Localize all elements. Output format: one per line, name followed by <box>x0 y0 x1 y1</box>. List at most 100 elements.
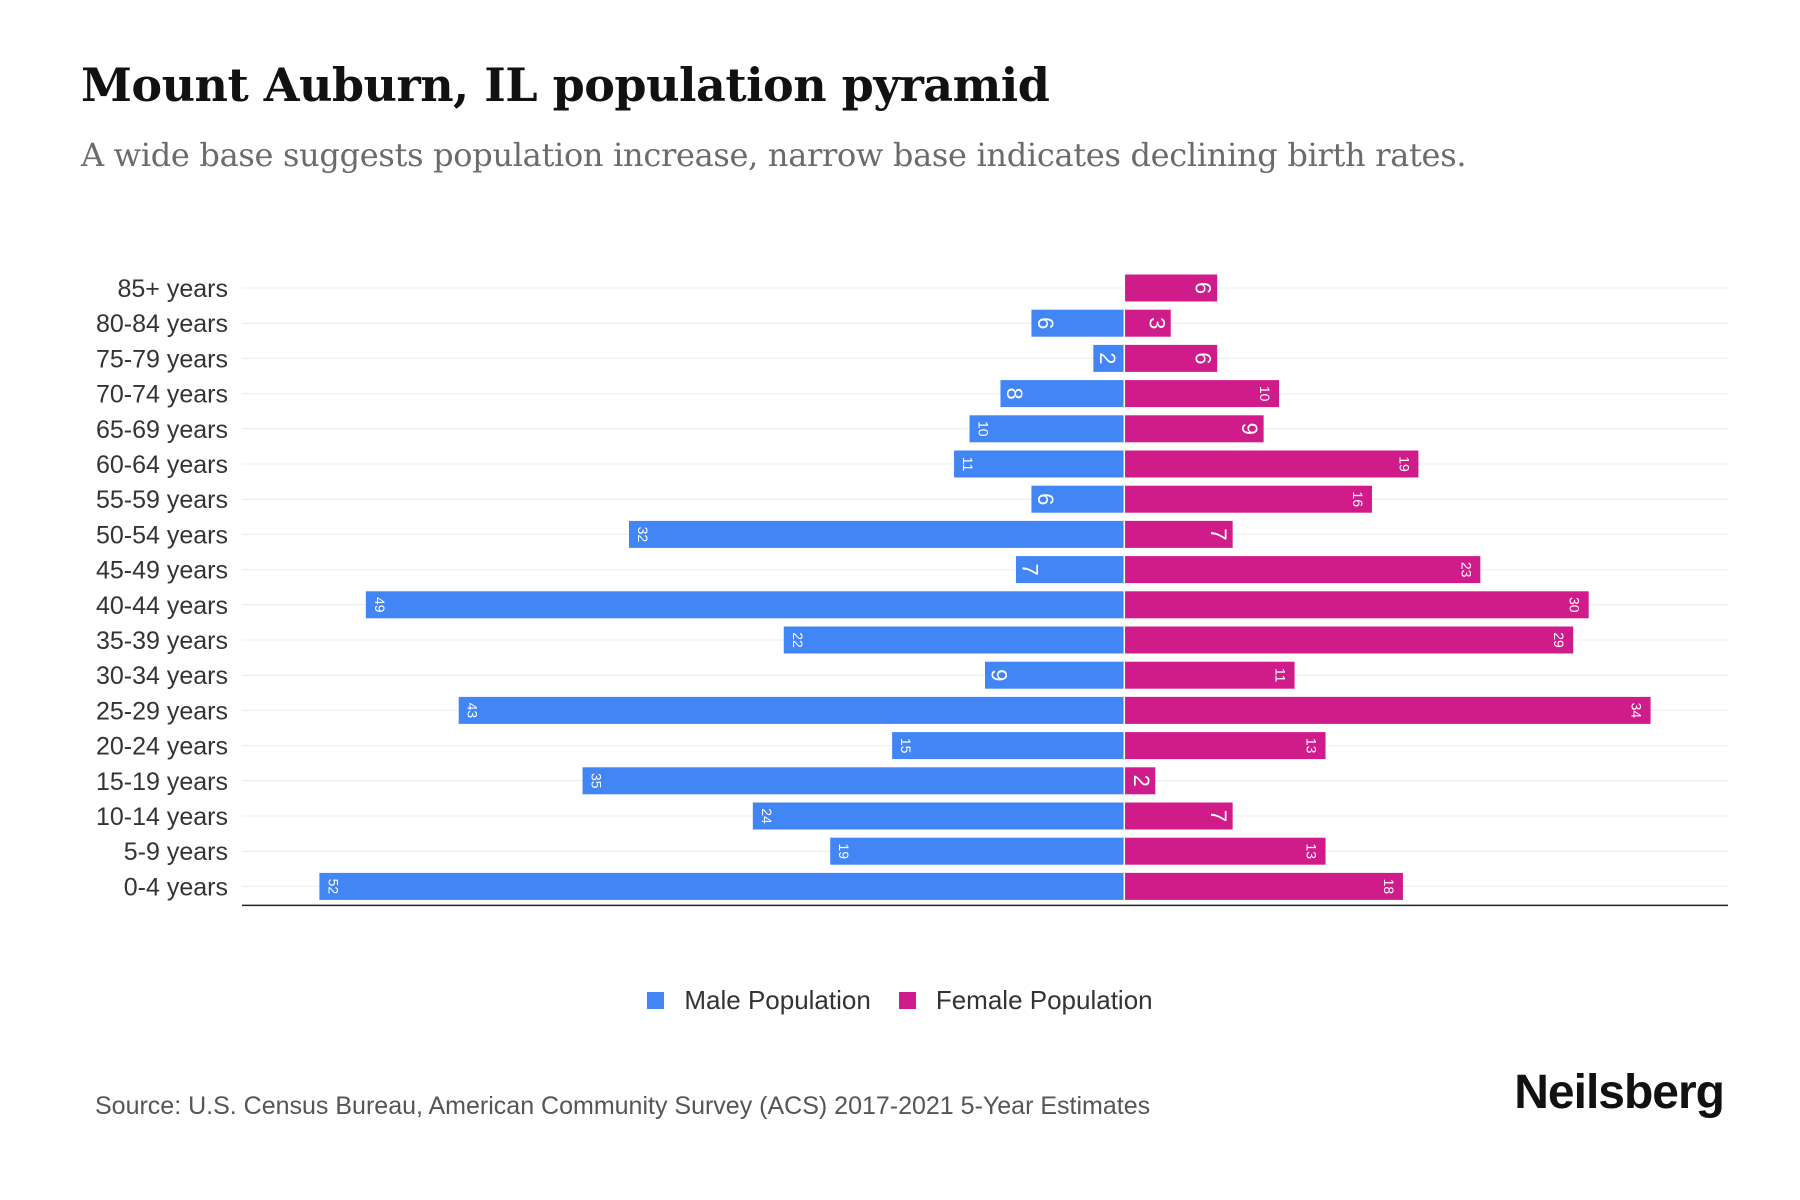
category-label: 65-69 years <box>96 416 228 444</box>
chart-title: Mount Auburn, IL population pyramid <box>81 58 1050 112</box>
male-bar <box>783 626 1125 654</box>
category-label: 20-24 years <box>96 733 228 761</box>
female-bar <box>1124 802 1233 830</box>
male-bar <box>830 837 1125 865</box>
female-bar <box>1124 696 1651 724</box>
category-label: 5-9 years <box>124 838 228 866</box>
female-bar-label: 9 <box>1237 423 1262 435</box>
male-bar-label: 11 <box>960 457 976 472</box>
female-bar <box>1124 591 1589 619</box>
category-label: 60-64 years <box>96 451 228 479</box>
male-bar <box>365 591 1125 619</box>
legend-item-male[interactable]: Male Population <box>647 985 871 1016</box>
female-bar-label: 13 <box>1304 843 1320 859</box>
female-bar <box>1124 556 1481 584</box>
male-bar <box>319 872 1125 900</box>
female-bar <box>1124 872 1403 900</box>
female-bar-label: 13 <box>1304 738 1320 754</box>
male-bar-label: 6 <box>1033 493 1058 505</box>
female-bar <box>1124 732 1326 760</box>
male-bar-label: 19 <box>836 843 852 859</box>
female-bar <box>1124 626 1574 654</box>
female-bar-label: 7 <box>1206 810 1231 822</box>
male-bar-label: 6 <box>1033 317 1058 329</box>
female-bar-label: 3 <box>1144 317 1169 329</box>
male-bar-label: 24 <box>759 808 775 824</box>
female-bar <box>1124 309 1171 337</box>
category-label: 75-79 years <box>96 345 228 373</box>
category-label: 30-34 years <box>96 662 228 690</box>
female-bar <box>1124 450 1419 478</box>
female-bar-label: 29 <box>1551 632 1567 648</box>
category-label: 45-49 years <box>96 557 228 585</box>
male-bar <box>1031 485 1125 513</box>
male-bar-label: 32 <box>635 527 651 543</box>
male-bar <box>969 415 1125 443</box>
source-note: Source: U.S. Census Bureau, American Com… <box>95 1092 1151 1120</box>
male-bar <box>985 661 1125 689</box>
male-bar <box>1031 309 1125 337</box>
female-bar-label: 18 <box>1381 879 1397 895</box>
category-label: 15-19 years <box>96 768 228 796</box>
category-label: 35-39 years <box>96 627 228 655</box>
female-bar-label: 2 <box>1129 775 1154 787</box>
female-bar-label: 6 <box>1191 352 1216 364</box>
female-bar-label: 30 <box>1567 597 1583 613</box>
legend-swatch-female <box>898 992 916 1009</box>
male-bar <box>1000 380 1125 408</box>
category-label: 50-54 years <box>96 521 228 549</box>
male-bar-label: 35 <box>589 773 605 789</box>
male-bar-label: 7 <box>1017 563 1042 575</box>
female-bar-label: 34 <box>1629 703 1645 719</box>
category-label: 0-4 years <box>124 873 228 901</box>
category-label: 70-74 years <box>96 381 228 409</box>
female-bar <box>1124 520 1233 548</box>
female-bar <box>1124 415 1264 443</box>
female-bar-label: 23 <box>1458 562 1474 578</box>
category-label: 85+ years <box>118 275 229 303</box>
male-bar-label: 10 <box>976 421 992 437</box>
male-bar-label: 9 <box>987 669 1012 681</box>
male-bar <box>582 767 1125 795</box>
legend-label-male: Male Population <box>684 985 871 1015</box>
male-bar-label: 15 <box>898 738 914 754</box>
legend: Male Population Female Population <box>0 985 1800 1016</box>
female-bar <box>1124 485 1372 513</box>
male-bar-label: 22 <box>790 632 806 648</box>
female-bar <box>1124 661 1295 689</box>
female-bar <box>1124 274 1218 302</box>
legend-label-female: Female Population <box>935 985 1153 1015</box>
legend-item-female[interactable]: Female Population <box>898 985 1153 1016</box>
category-label: 10-14 years <box>96 803 228 831</box>
female-bar <box>1124 380 1280 408</box>
male-bar <box>1015 556 1125 584</box>
female-bar-label: 11 <box>1273 668 1289 683</box>
female-bar <box>1124 344 1218 372</box>
male-bar-label: 2 <box>1095 352 1120 364</box>
male-bar <box>1093 344 1125 372</box>
category-label: 80-84 years <box>96 310 228 338</box>
female-bar <box>1124 767 1156 795</box>
female-bar-label: 7 <box>1206 528 1231 540</box>
female-bar <box>1124 837 1326 865</box>
male-bar <box>954 450 1125 478</box>
category-label: 40-44 years <box>96 592 228 620</box>
category-label: 55-59 years <box>96 486 228 514</box>
brand-logo: Neilsberg <box>1514 1066 1725 1119</box>
category-label: 25-29 years <box>96 697 228 725</box>
population-pyramid-chart: 85+ years 80-84 years 75-79 years 70-74 yea… <box>96 274 1728 907</box>
male-bar <box>458 696 1125 724</box>
male-bar-label: 52 <box>325 879 341 895</box>
male-bar-label: 8 <box>1002 387 1027 399</box>
male-bar <box>892 732 1125 760</box>
female-bar-label: 19 <box>1396 456 1412 472</box>
male-bar <box>752 802 1125 830</box>
female-bar-label: 10 <box>1257 386 1273 402</box>
female-bar-label: 6 <box>1191 282 1216 294</box>
chart-subtitle: A wide base suggests population increase… <box>81 136 1467 174</box>
legend-swatch-male <box>647 992 665 1009</box>
male-bar <box>628 520 1125 548</box>
male-bar-label: 49 <box>372 597 388 613</box>
male-bar-label: 43 <box>465 703 481 719</box>
female-bar-label: 16 <box>1350 491 1366 507</box>
